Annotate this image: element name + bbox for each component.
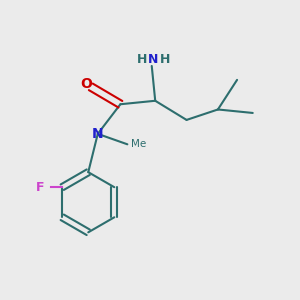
- Text: Me: Me: [130, 139, 146, 149]
- Text: H: H: [160, 53, 170, 66]
- Text: N: N: [92, 127, 103, 141]
- Text: H: H: [136, 53, 147, 66]
- Text: O: O: [80, 77, 92, 91]
- Text: F: F: [36, 181, 45, 194]
- Text: N: N: [148, 53, 158, 66]
